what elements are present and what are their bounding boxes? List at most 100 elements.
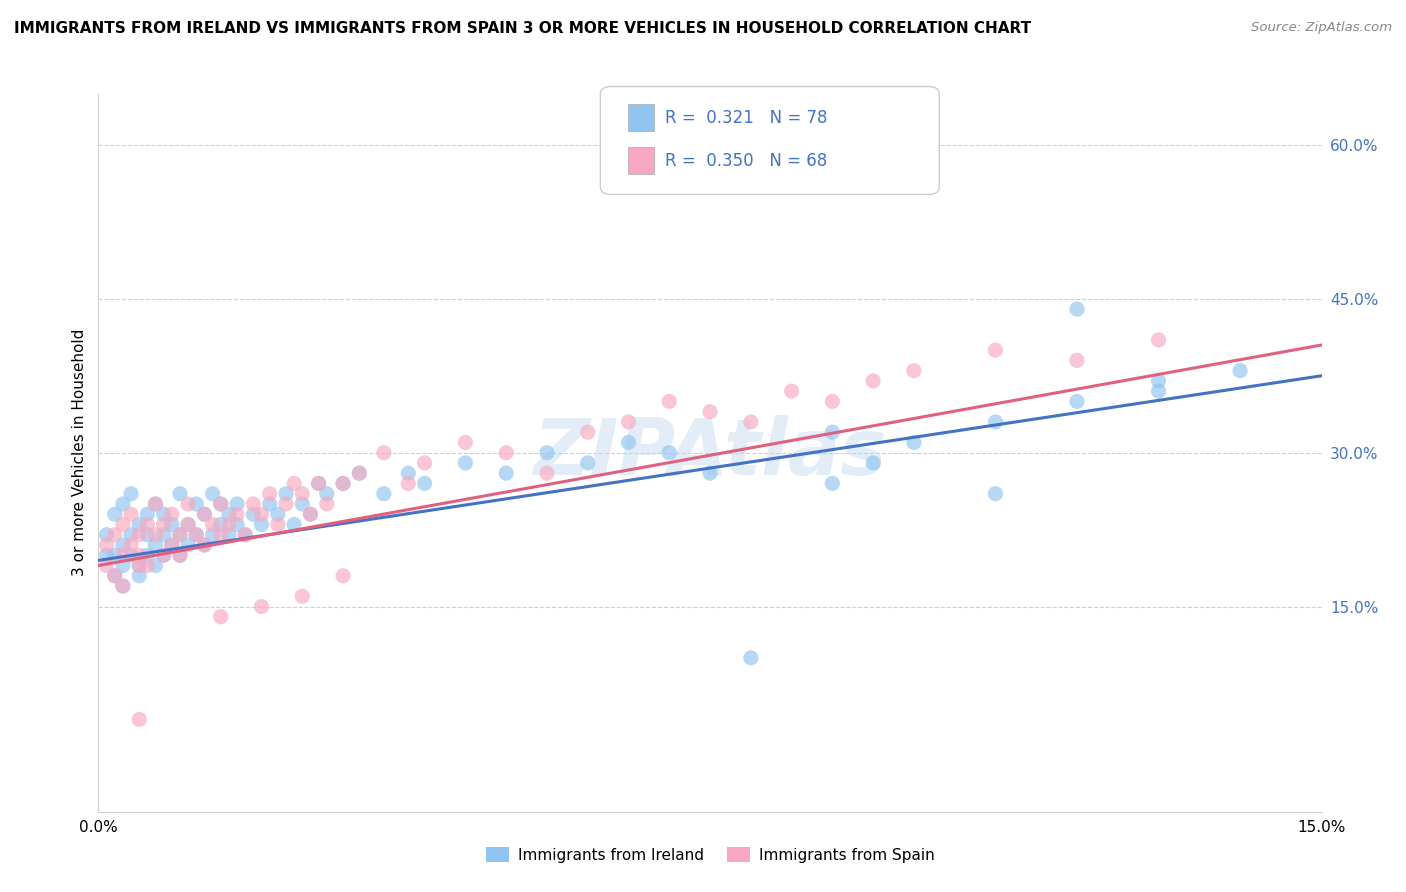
Point	[332, 476, 354, 491]
Point	[617, 415, 640, 429]
Point	[152, 548, 174, 563]
Point	[218, 507, 240, 521]
Point	[218, 528, 240, 542]
Point	[1066, 394, 1088, 409]
Point	[111, 517, 134, 532]
Point	[332, 569, 354, 583]
Point	[226, 497, 249, 511]
Point	[454, 456, 477, 470]
Point	[250, 507, 273, 521]
Point	[104, 569, 127, 583]
Point	[104, 548, 127, 563]
Text: ZIPAtlas: ZIPAtlas	[533, 415, 887, 491]
Point	[145, 558, 167, 573]
Point	[274, 487, 297, 501]
Point	[413, 476, 436, 491]
Point	[699, 466, 721, 480]
Point	[120, 548, 142, 563]
Point	[658, 446, 681, 460]
Point	[111, 548, 134, 563]
Point	[136, 517, 159, 532]
Point	[495, 446, 517, 460]
Point	[111, 579, 134, 593]
Point	[233, 528, 256, 542]
Point	[821, 425, 844, 440]
Point	[169, 528, 191, 542]
Point	[1147, 333, 1170, 347]
Point	[396, 466, 419, 480]
Point	[821, 394, 844, 409]
Point	[201, 487, 224, 501]
Point	[120, 538, 142, 552]
Point	[152, 507, 174, 521]
Point	[1229, 364, 1251, 378]
Point	[186, 497, 208, 511]
Point	[862, 374, 884, 388]
Point	[169, 487, 191, 501]
Point	[104, 569, 127, 583]
Point	[315, 487, 337, 501]
Point	[104, 507, 127, 521]
Point	[259, 487, 281, 501]
Point	[740, 651, 762, 665]
Point	[291, 590, 314, 604]
Point	[177, 517, 200, 532]
Point	[209, 497, 232, 511]
Point	[136, 528, 159, 542]
Point	[699, 405, 721, 419]
Point	[984, 487, 1007, 501]
Point	[177, 517, 200, 532]
Point	[120, 507, 142, 521]
Text: IMMIGRANTS FROM IRELAND VS IMMIGRANTS FROM SPAIN 3 OR MORE VEHICLES IN HOUSEHOLD: IMMIGRANTS FROM IRELAND VS IMMIGRANTS FR…	[14, 21, 1031, 36]
Point	[128, 517, 150, 532]
Point	[160, 517, 183, 532]
Point	[96, 528, 118, 542]
Point	[1147, 384, 1170, 399]
Point	[145, 497, 167, 511]
Point	[160, 507, 183, 521]
Point	[1066, 353, 1088, 368]
Point	[120, 528, 142, 542]
Point	[136, 558, 159, 573]
Point	[160, 538, 183, 552]
Point	[104, 528, 127, 542]
Point	[145, 538, 167, 552]
Point	[349, 466, 371, 480]
Point	[299, 507, 322, 521]
Y-axis label: 3 or more Vehicles in Household: 3 or more Vehicles in Household	[72, 329, 87, 576]
Point	[111, 538, 134, 552]
Point	[1147, 374, 1170, 388]
Point	[128, 548, 150, 563]
Point	[233, 528, 256, 542]
Point	[242, 497, 264, 511]
Point	[193, 507, 215, 521]
Point	[120, 487, 142, 501]
Legend: Immigrants from Ireland, Immigrants from Spain: Immigrants from Ireland, Immigrants from…	[479, 840, 941, 869]
Point	[193, 538, 215, 552]
Point	[349, 466, 371, 480]
Point	[576, 425, 599, 440]
Point	[332, 476, 354, 491]
Point	[250, 599, 273, 614]
Text: R =  0.321   N = 78: R = 0.321 N = 78	[665, 109, 828, 127]
Point	[201, 528, 224, 542]
Point	[658, 394, 681, 409]
Point	[152, 528, 174, 542]
Point	[136, 548, 159, 563]
Point	[821, 476, 844, 491]
Point	[903, 364, 925, 378]
Point	[193, 538, 215, 552]
Point	[111, 558, 134, 573]
Point	[536, 466, 558, 480]
Text: R =  0.350   N = 68: R = 0.350 N = 68	[665, 152, 827, 169]
Point	[193, 507, 215, 521]
Point	[617, 435, 640, 450]
Point	[169, 548, 191, 563]
Point	[396, 476, 419, 491]
Point	[984, 415, 1007, 429]
Point	[201, 517, 224, 532]
Point	[128, 712, 150, 726]
Point	[291, 487, 314, 501]
Point	[177, 538, 200, 552]
Point	[780, 384, 803, 399]
